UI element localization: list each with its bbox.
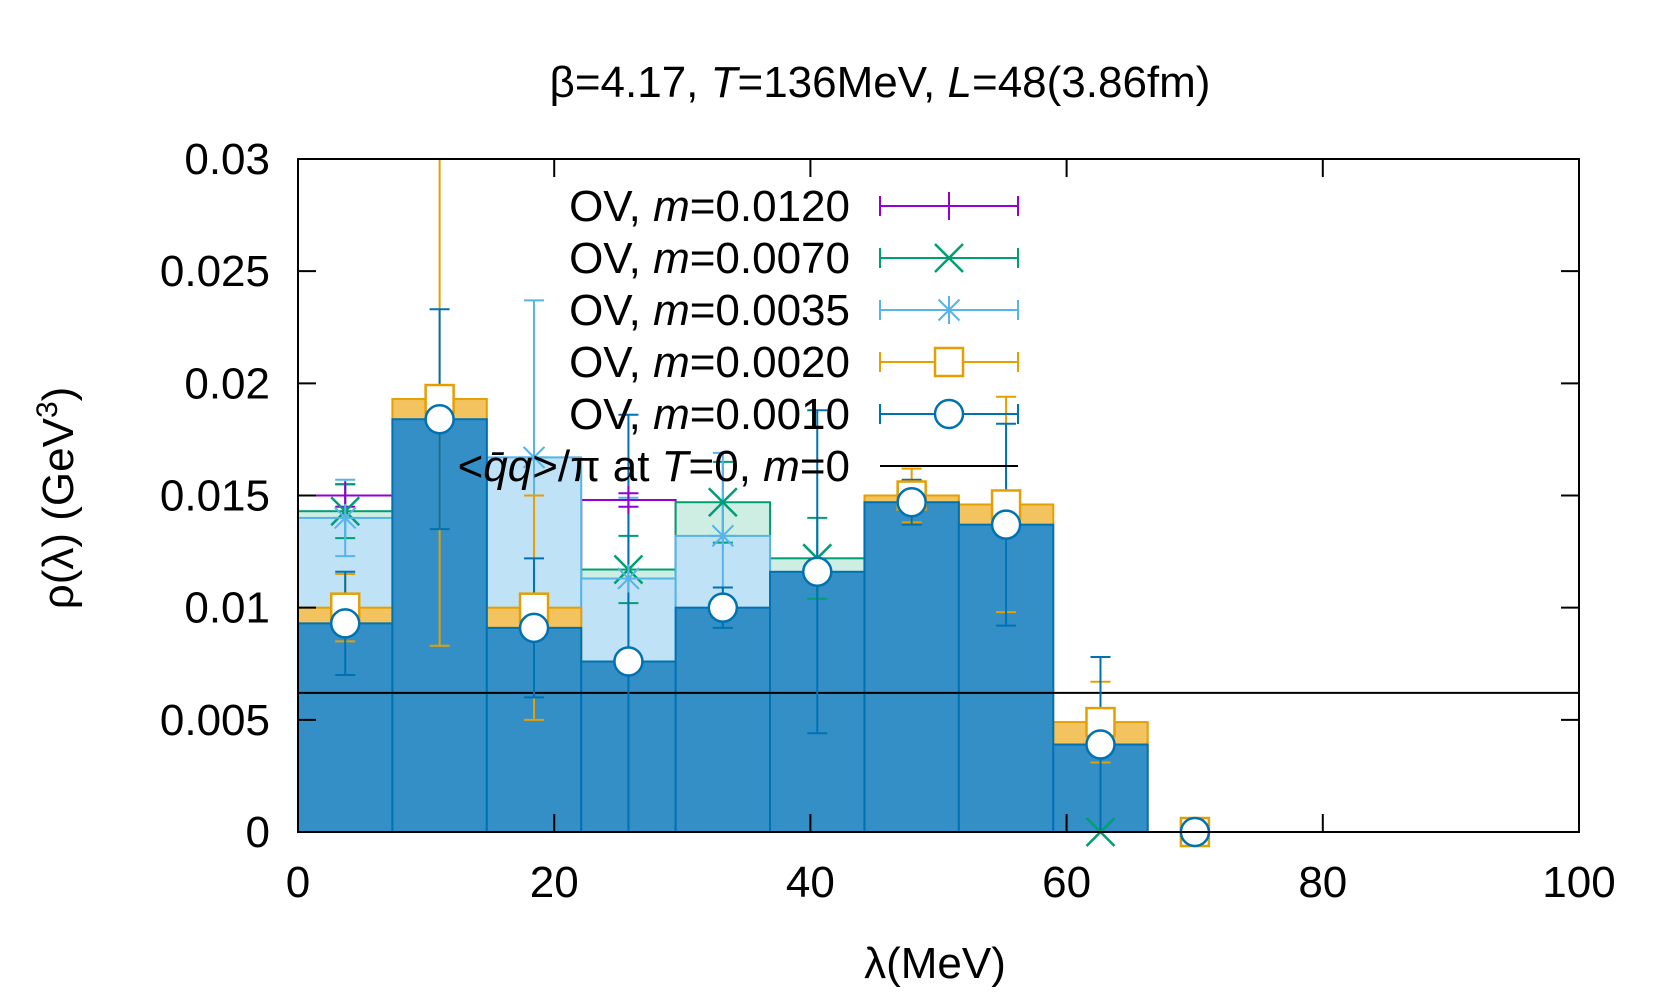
legend-label-prefix-3: OV,: [569, 338, 653, 387]
legend-label-reference-b: q̄q: [483, 442, 532, 491]
marker-series1-bin4: [707, 487, 738, 518]
y-tick-label-2: 0.01: [184, 584, 270, 633]
marker-series4-bin1: [424, 403, 455, 435]
marker-series2-bin0: [331, 503, 360, 532]
chart-title-prefix: β=4.17,: [550, 58, 711, 107]
legend-label-reference-a: <: [458, 442, 484, 491]
y-tick-label-1: 0.005: [160, 696, 270, 745]
legend-marker-2-b: [937, 298, 961, 322]
legend-label-reference-d: T: [662, 442, 692, 491]
legend-label-0: OV, m=0.0120: [569, 182, 850, 231]
x-axis-label: λ(MeV): [864, 939, 1006, 988]
legend-marker-3: [933, 346, 965, 378]
legend-label-value-4: =0.0010: [690, 390, 850, 439]
legend-label-symbol-4: m: [653, 390, 690, 439]
legend-label-reference-e: =0,: [689, 442, 764, 491]
marker-series2-bin4-b: [711, 524, 735, 548]
legend-label-reference-f: m: [763, 442, 800, 491]
legend-label-value-2: =0.0035: [690, 286, 850, 335]
data-markers: [329, 383, 1211, 848]
legend-marker-1-b: [934, 243, 964, 273]
marker-series4-bin0: [329, 608, 361, 639]
y-axis-label-close: ): [34, 387, 83, 402]
legend-marker-1: [934, 243, 964, 273]
x-axis-ticks: 0 20 40 60 80 100: [286, 159, 1616, 907]
marker-series4-bin4: [707, 592, 739, 623]
y-tick-label-3: 0.015: [160, 472, 270, 521]
legend-label-symbol-1: m: [653, 234, 690, 283]
chart-title-l-symbol: L: [948, 58, 972, 107]
x-tick-label-4: 80: [1298, 858, 1347, 907]
y-tick-label-0: 0: [246, 808, 270, 857]
legend-label-4: OV, m=0.0010: [569, 390, 850, 439]
legend-marker-0: [935, 192, 963, 220]
legend-label-value-3: =0.0020: [690, 338, 850, 387]
legend-label-symbol-2: m: [653, 286, 690, 335]
y-axis-label-sup: 3: [31, 401, 64, 418]
legend-label-2: OV, m=0.0035: [569, 286, 850, 335]
y-axis-label: ρ(λ) (GeV3): [31, 387, 83, 610]
y-tick-label-4: 0.02: [184, 359, 270, 408]
marker-series2-bin3: [614, 564, 643, 593]
legend-label-reference: <q̄q>/π at T=0, m=0: [458, 442, 850, 491]
legend-label-reference-c: >/π at: [532, 442, 661, 491]
bar-series4-bin4: [674, 606, 772, 834]
marker-series4-bin2: [518, 612, 550, 644]
marker-series4-bin5: [802, 556, 833, 588]
legend-marker-4: [933, 398, 965, 430]
legend-label-3: OV, m=0.0020: [569, 338, 850, 387]
legend-label-1: OV, m=0.0070: [569, 234, 850, 283]
x-tick-label-0: 0: [286, 858, 310, 907]
chart-title-t-value: =136MeV,: [738, 58, 948, 107]
legend-marker-2: [935, 296, 963, 324]
marker-series2-bin4: [708, 521, 737, 550]
marker-series1-bin4-b: [707, 487, 738, 518]
y-tick-label-6: 0.03: [184, 135, 270, 184]
marker-series4-bin8: [1085, 729, 1116, 760]
marker-series4-bin6: [896, 486, 927, 518]
x-tick-label-1: 20: [530, 858, 579, 907]
marker-series2-bin2-b: [522, 446, 546, 469]
legend-label-prefix-0: OV,: [569, 182, 653, 231]
x-tick-label-5: 100: [1542, 858, 1615, 907]
x-tick-label-3: 60: [1042, 858, 1091, 907]
marker-series2-bin2: [520, 443, 549, 472]
legend-label-symbol-0: m: [653, 182, 690, 231]
legend-label-prefix-2: OV,: [569, 286, 653, 335]
marker-series4-bin3: [613, 646, 644, 677]
chart-title-l-value: =48(3.86fm): [972, 58, 1210, 107]
legend-label-reference-g: =0: [800, 442, 850, 491]
y-tick-label-5: 0.025: [160, 247, 270, 296]
marker-series0-bin3: [614, 485, 643, 514]
chart-title-t-symbol: T: [711, 58, 741, 107]
y-axis-label-main: ρ(λ) (GeV: [34, 417, 83, 609]
legend-label-value-1: =0.0070: [690, 234, 850, 283]
legend-label-value-0: =0.0120: [690, 182, 850, 231]
marker-series4-bin7: [990, 509, 1022, 540]
marker-series2-bin3-b: [617, 567, 640, 590]
legend-label-prefix-1: OV,: [569, 234, 653, 283]
chart-title: β=4.17, T=136MeV, L=48(3.86fm): [550, 58, 1211, 107]
marker-series2-bin0-b: [333, 506, 357, 530]
legend-label-symbol-3: m: [653, 338, 690, 387]
y-axis-ticks: 0 0.005 0.01 0.015 0.02 0.025 0.03: [160, 135, 1579, 857]
legend-label-prefix-4: OV,: [569, 390, 653, 439]
bar-series4-bin6: [863, 501, 960, 833]
x-tick-label-2: 40: [786, 858, 835, 907]
